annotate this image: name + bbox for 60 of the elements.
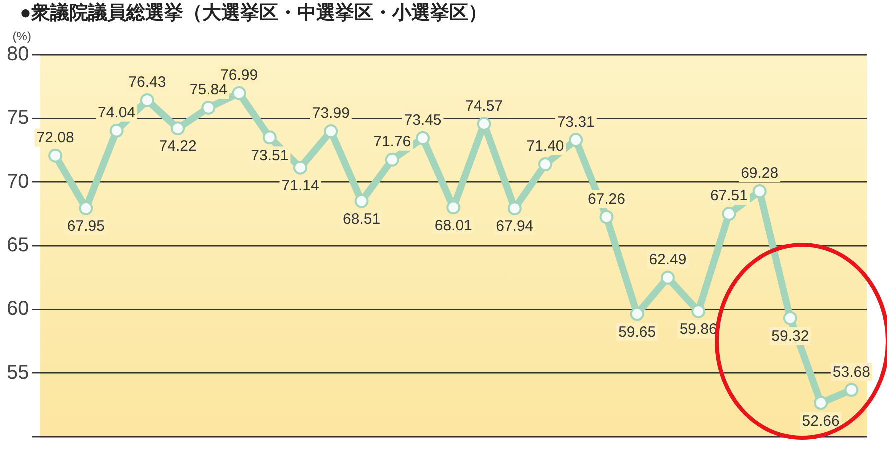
chart-title: ●衆議院議員総選挙（大選挙区・中選挙区・小選挙区） [20,2,488,26]
point [508,202,522,216]
point [660,270,675,285]
point [416,131,430,146]
text: 68.01 [434,217,472,234]
text: 67.95 [67,218,105,236]
point [110,124,124,138]
point [262,130,277,145]
y-axis-title: (%) [12,29,32,44]
y-tick-label: 60 [6,298,30,320]
y-tick-label: 70 [6,170,30,193]
text: 67.26 [588,190,626,208]
text: 76.43 [128,74,166,92]
text: 74.22 [159,138,197,156]
y-tick-label: 55 [6,362,30,384]
point [385,152,400,167]
point [844,383,859,398]
point [294,160,308,175]
text: 73.51 [251,147,289,164]
y-tick-label: 80 [6,44,30,66]
point [722,207,736,222]
text: 71.14 [282,177,320,194]
text: 52.66 [802,412,840,430]
point [783,311,798,326]
point [630,307,644,322]
point [814,396,828,410]
point [752,184,767,198]
point [79,201,94,216]
point [477,117,492,132]
text: 71.40 [526,138,564,156]
text: 67.94 [496,218,534,236]
point [569,133,584,148]
text: 74.57 [465,98,504,115]
point [354,194,369,208]
point [48,148,63,163]
y-tick-label: 75 [6,107,30,130]
text: 73.99 [312,105,350,122]
text: 62.49 [649,252,687,269]
point [232,86,246,100]
text: 67.51 [710,188,748,205]
point [600,210,614,224]
text: 75.84 [190,82,228,99]
point [324,124,338,139]
text: 72.08 [36,129,74,146]
text: 71.76 [374,134,412,151]
text: 74.04 [98,104,136,122]
text: 53.68 [832,364,870,381]
text: 59.32 [772,328,810,345]
text: 69.28 [741,165,779,182]
point [171,122,186,136]
text: 73.31 [557,114,595,131]
point [446,200,461,215]
point [202,100,216,115]
text: 59.65 [618,324,656,341]
y-tick-label: 65 [6,234,30,257]
text: 73.45 [404,112,442,130]
point [140,93,154,108]
point [538,158,552,172]
text: 68.51 [342,210,381,228]
text: 76.99 [220,66,258,84]
